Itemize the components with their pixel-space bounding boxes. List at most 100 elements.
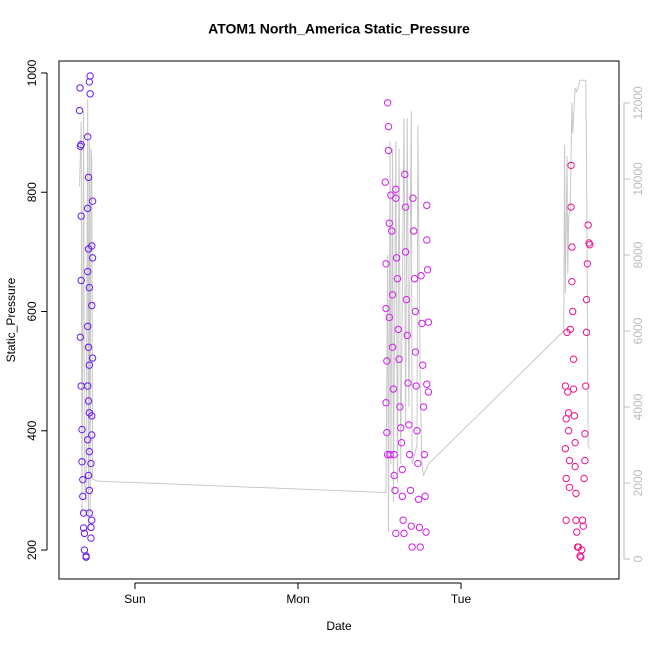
- y-tick-label: 1000: [25, 59, 39, 86]
- point: [411, 348, 420, 356]
- point: [580, 474, 588, 483]
- plot-frame: [58, 60, 620, 580]
- y-tick-label: 400: [25, 420, 39, 440]
- point: [78, 425, 86, 434]
- point: [83, 133, 92, 141]
- point: [421, 492, 429, 501]
- point: [564, 427, 573, 435]
- point: [76, 84, 84, 92]
- point: [87, 523, 95, 532]
- point: [568, 243, 576, 251]
- point: [411, 307, 420, 316]
- point: [586, 241, 594, 249]
- point: [88, 412, 96, 420]
- point: [571, 438, 579, 447]
- point: [399, 516, 407, 524]
- point: [88, 242, 96, 250]
- y-tick-label: 600: [25, 301, 39, 321]
- point: [564, 409, 573, 417]
- point: [83, 436, 92, 444]
- point: [88, 431, 96, 439]
- point: [398, 465, 407, 474]
- point: [386, 450, 394, 459]
- point: [581, 430, 589, 438]
- point: [382, 399, 390, 407]
- point: [388, 291, 397, 299]
- point: [383, 357, 391, 365]
- y-axis-label: Static_Pressure: [4, 277, 18, 362]
- y2-tick-label: 10000: [631, 162, 645, 196]
- point: [76, 142, 85, 151]
- point: [582, 382, 590, 390]
- point: [569, 385, 578, 393]
- point: [392, 254, 401, 262]
- x-axis-label: Date: [326, 619, 352, 633]
- y2-tick-label: 6000: [631, 317, 645, 344]
- point: [401, 248, 410, 256]
- y2-tick-label: 4000: [631, 393, 645, 420]
- point: [79, 524, 88, 532]
- point: [578, 516, 587, 524]
- point: [392, 529, 400, 538]
- point: [405, 450, 414, 459]
- point: [565, 483, 574, 492]
- point: [85, 283, 94, 292]
- point: [571, 462, 579, 471]
- point: [383, 428, 391, 437]
- point: [393, 275, 402, 283]
- x-tick-label: Tue: [451, 592, 472, 606]
- point: [80, 529, 89, 538]
- point: [85, 447, 94, 456]
- x-tick-label: Mon: [286, 592, 309, 606]
- point: [403, 331, 411, 340]
- point: [579, 522, 587, 530]
- point: [76, 333, 85, 341]
- point: [416, 543, 424, 551]
- chart-title: ATOM1 North_America Static_Pressure: [208, 21, 470, 37]
- point: [84, 471, 93, 480]
- point: [424, 388, 433, 396]
- y2-tick-label: 2000: [631, 469, 645, 496]
- point: [562, 516, 570, 524]
- point: [388, 343, 397, 351]
- point: [414, 495, 423, 504]
- point: [390, 471, 398, 480]
- x-tick-label: Sun: [124, 592, 145, 606]
- point: [395, 355, 403, 363]
- point: [561, 382, 570, 390]
- point: [419, 403, 428, 411]
- point: [409, 194, 417, 202]
- point: [88, 354, 97, 362]
- point: [84, 397, 93, 405]
- point: [583, 260, 592, 268]
- point: [420, 450, 429, 459]
- point: [77, 212, 85, 220]
- point: [584, 221, 592, 229]
- point: [392, 194, 400, 202]
- point: [79, 475, 87, 484]
- point: [88, 197, 97, 205]
- point: [401, 203, 410, 211]
- point: [77, 382, 85, 390]
- point: [400, 529, 408, 538]
- point: [397, 424, 405, 432]
- point: [84, 173, 93, 182]
- point: [384, 146, 393, 155]
- point: [75, 106, 84, 115]
- point: [88, 254, 97, 262]
- point: [86, 90, 94, 98]
- point: [417, 272, 425, 280]
- point: [402, 295, 411, 304]
- point: [80, 546, 89, 554]
- point: [396, 403, 404, 411]
- point: [388, 227, 396, 235]
- point: [423, 236, 431, 244]
- y2-tick-label: 12000: [631, 86, 645, 120]
- point: [412, 382, 420, 390]
- point: [84, 343, 93, 351]
- point: [85, 486, 94, 495]
- point: [406, 486, 415, 495]
- point: [424, 318, 433, 326]
- point: [390, 450, 398, 459]
- point: [569, 355, 578, 363]
